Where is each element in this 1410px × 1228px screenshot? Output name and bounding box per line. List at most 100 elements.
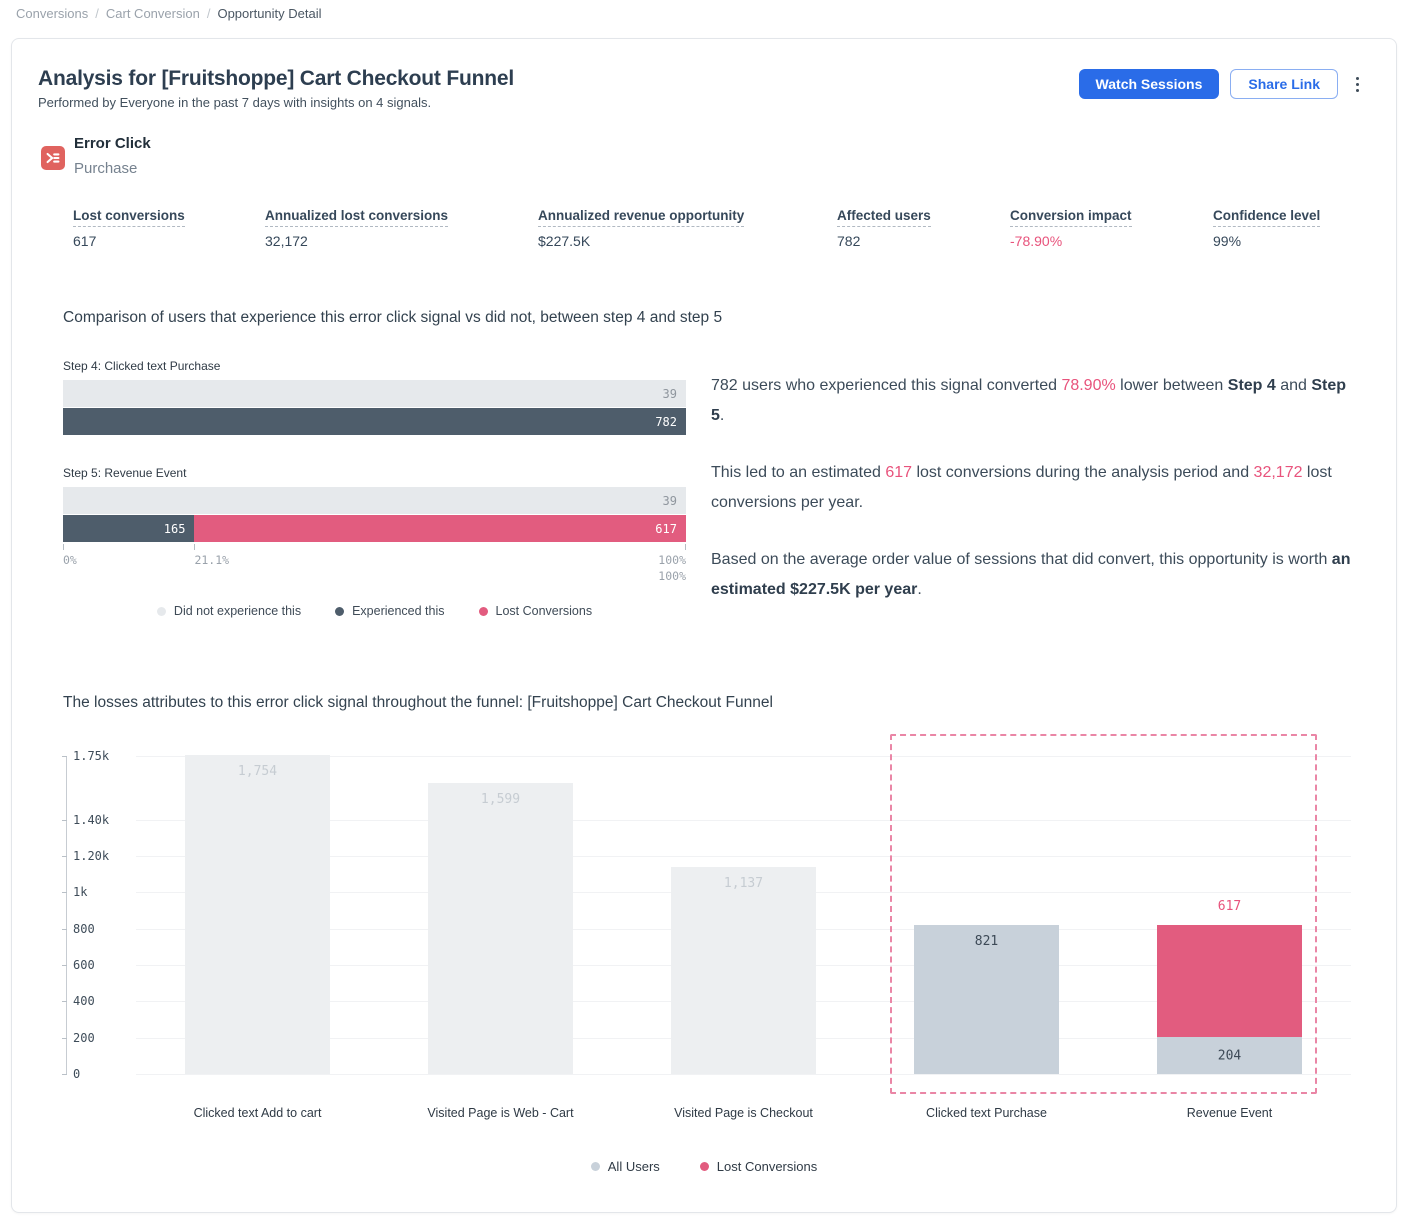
metric-label[interactable]: Annualized revenue opportunity [538, 208, 745, 227]
narrative-text: This led to an estimated [711, 464, 886, 481]
metric-lost-conversions: Lost conversions 617 [73, 207, 185, 249]
bar-value-label: 39 [662, 493, 677, 508]
comparison-bar-segment-dark[interactable]: 165 [63, 515, 195, 542]
legend-item-lost-conversions[interactable]: Lost Conversions [699, 1159, 817, 1174]
bar-value-label: 165 [163, 521, 186, 536]
narrative-pink-text: 32,172 [1253, 464, 1303, 481]
metric-value: -78.90% [1010, 233, 1063, 249]
comparison-bar-segment-dark[interactable]: 782 [63, 408, 686, 435]
funnel-bar-clicked-text-purchase[interactable]: 821 [914, 925, 1059, 1074]
legend-dot-icon [699, 1162, 709, 1171]
legend-dot-icon [478, 606, 488, 616]
metric-label[interactable]: Conversion impact [1010, 208, 1132, 227]
gridline [136, 756, 1351, 757]
bar-value-label: 1,599 [480, 792, 521, 807]
breadcrumb: Conversions / Cart Conversion / Opportunity … [16, 6, 322, 21]
y-axis-tick-label: 1.20k [73, 849, 110, 863]
narrative-text: lost conversions during the analysis per… [912, 464, 1254, 481]
gridline [136, 856, 1351, 857]
narrative-pink-text: 78.90% [1061, 377, 1116, 394]
highlight-dashed-box [890, 734, 1317, 1094]
bar-value-label: 821 [974, 934, 999, 949]
y-axis-tick-label: 400 [73, 994, 95, 1008]
y-axis-tick [62, 820, 67, 821]
legend-dot-icon [335, 606, 345, 616]
narrative-paragraph: 782 users who experienced this signal co… [711, 371, 1363, 431]
narrative-text: . [917, 581, 922, 598]
x-axis-label-clicked-text-add-to-cart: Clicked text Add to cart [193, 1106, 322, 1120]
legend-item-lost-conversions[interactable]: Lost Conversions [478, 604, 592, 618]
legend-item-experienced-this[interactable]: Experienced this [335, 604, 445, 618]
y-axis-line [66, 756, 67, 1075]
x-axis-label-visited-page-is-web-cart: Visited Page is Web - Cart [427, 1106, 574, 1120]
metric-label[interactable]: Annualized lost conversions [265, 208, 449, 227]
metric-conversion-impact: Conversion impact -78.90% [1010, 207, 1132, 249]
funnel-x-axis-labels: Clicked text Add to cart Visited Page is … [136, 1106, 1351, 1120]
breadcrumb-separator: / [206, 6, 211, 21]
funnel-bar-revenue-event[interactable]: 204 [1157, 1037, 1302, 1074]
analysis-card: Analysis for [Fruitshoppe] Cart Checkout… [11, 38, 1397, 1213]
comparison-bar-row: 39 [63, 380, 686, 407]
breadcrumb-separator: / [95, 6, 99, 21]
axis-tick-label: 21.1% [194, 553, 230, 567]
y-axis-tick [62, 856, 67, 857]
metric-annualized-revenue-opportunity: Annualized revenue opportunity $227.5K [538, 207, 745, 249]
narrative-text: . [719, 407, 725, 424]
metric-label[interactable]: Lost conversions [73, 208, 185, 227]
comparison-bar-row: 782 [63, 408, 686, 435]
axis-tick-label: 0% [63, 553, 77, 567]
funnel-legend: All Users Lost Conversions [12, 1159, 1396, 1174]
legend-label: Did not experience this [173, 604, 302, 618]
narrative-text: and [1275, 377, 1312, 394]
funnel-bar-visited-page-is-web-cart[interactable]: 1,599 [428, 783, 573, 1074]
metrics-row: Lost conversions 617 Annualized lost conve… [12, 207, 1396, 267]
metric-value: 32,172 [265, 233, 308, 249]
y-axis-tick [62, 1038, 67, 1039]
bar-value-label: 782 [655, 414, 677, 429]
axis-tick-label: 100% [658, 553, 686, 567]
metric-value: 99% [1213, 233, 1242, 249]
axis-tick [194, 544, 196, 550]
legend-item-all-users[interactable]: All Users [590, 1159, 660, 1174]
narrative-strong-text: Step 5 [711, 377, 1347, 424]
bar-value-label: 1,137 [723, 876, 764, 891]
metric-annualized-lost-conversions: Annualized lost conversions 32,172 [265, 207, 449, 249]
comparison-x-axis: 0% 21.1% 100% 100% [63, 544, 686, 592]
bar-value-label: 617 [655, 521, 677, 536]
axis-tick [63, 544, 64, 550]
page-subtitle: Performed by Everyone in the past 7 days… [38, 95, 432, 110]
legend-item-did-not-experience-this[interactable]: Did not experience this [156, 604, 302, 618]
comparison-bar-segment-light[interactable]: 39 [63, 380, 686, 407]
comparison-bar-segment-pink[interactable]: 617 [194, 515, 686, 542]
gridline [136, 820, 1351, 821]
metric-value: $227.5K [538, 233, 591, 249]
signal-header: Error Click Purchase [41, 135, 151, 177]
legend-label: Experienced this [352, 604, 445, 618]
y-axis-tick [62, 965, 67, 966]
breadcrumb-item-conversions[interactable]: Conversions [16, 6, 89, 21]
narrative-paragraph: Based on the average order value of sess… [711, 545, 1363, 605]
share-link-button[interactable]: Share Link [1230, 69, 1338, 99]
funnel-bar-visited-page-is-checkout[interactable]: 1,137 [671, 867, 816, 1074]
funnel-bar-clicked-text-add-to-cart[interactable]: 1,754 [185, 755, 330, 1074]
comparison-bar-segment-light[interactable]: 39 [63, 487, 686, 514]
y-axis-tick [62, 929, 67, 930]
metric-label[interactable]: Confidence level [1213, 208, 1321, 227]
page-title: Analysis for [Fruitshoppe] Cart Checkout… [38, 67, 514, 90]
y-axis-tick-label: 600 [73, 958, 95, 972]
legend-dot-icon [590, 1162, 600, 1171]
metric-label[interactable]: Affected users [837, 208, 931, 227]
signal-type: Error Click [74, 135, 151, 152]
legend-label: All Users [607, 1159, 660, 1174]
funnel-losses-chart: 0 200 400 600 800 1k 1.20k 1.40k 1.75k 1,754 1,599… [52, 734, 1364, 1094]
breadcrumb-item-cart-conversion[interactable]: Cart Conversion [105, 6, 200, 21]
signal-name: Purchase [74, 160, 138, 177]
watch-sessions-button[interactable]: Watch Sessions [1078, 69, 1220, 99]
comparison-bar-row: 165 617 [63, 515, 686, 542]
comparison-section-title: Comparison of users that experience this… [63, 309, 723, 326]
bar-value-label: 204 [1217, 1048, 1242, 1063]
axis-tick-label: 100% [658, 569, 686, 583]
funnel-bar-lost-conversions[interactable] [1157, 925, 1302, 1037]
kebab-menu-icon[interactable] [1349, 72, 1366, 97]
